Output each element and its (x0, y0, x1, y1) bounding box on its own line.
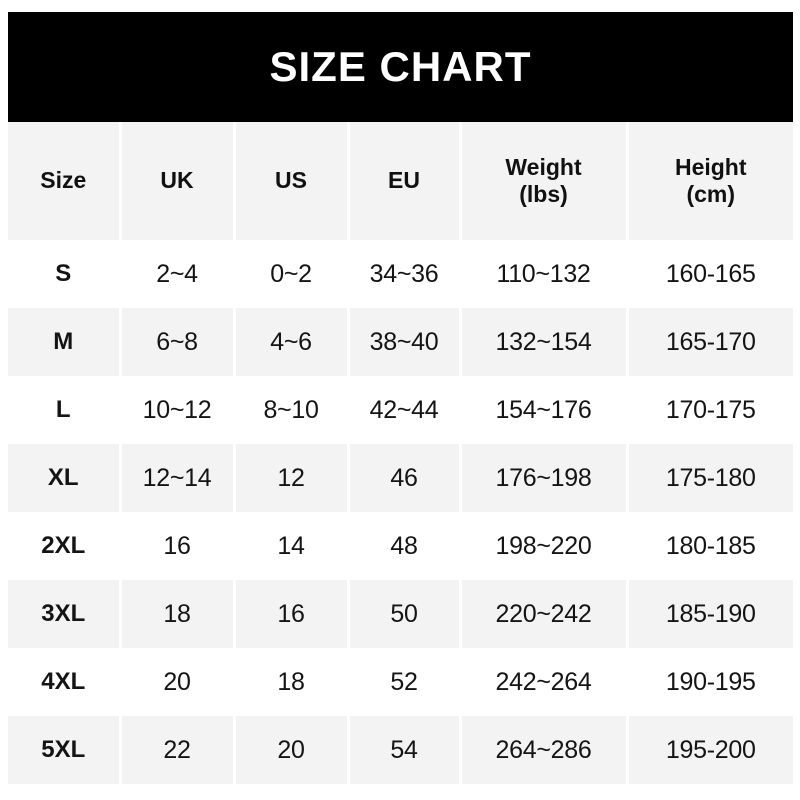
column-header-weight: Weight (lbs) (460, 122, 629, 240)
table-header: Size UK US EU Weight (lbs) (8, 122, 793, 240)
title-band: SIZE CHART (8, 12, 793, 122)
size-table-container: Size UK US EU Weight (lbs) (8, 122, 793, 785)
cell-weight: 198~220 (460, 512, 629, 580)
cell-us: 4~6 (234, 308, 350, 376)
cell-us: 8~10 (234, 376, 350, 444)
cell-height: 170-175 (627, 376, 793, 444)
table-row: 2XL 16 14 48 198~220 180-185 (8, 512, 793, 580)
cell-eu: 48 (348, 512, 462, 580)
cell-size: 4XL (8, 648, 122, 716)
cell-weight: 110~132 (460, 240, 629, 308)
cell-height: 185-190 (627, 580, 793, 648)
cell-uk: 10~12 (120, 376, 236, 444)
column-header-height-unit: (cm) (686, 181, 736, 207)
cell-us: 14 (234, 512, 350, 580)
cell-uk: 18 (120, 580, 236, 648)
cell-eu: 50 (348, 580, 462, 648)
column-header-weight-label: Weight (505, 153, 582, 180)
cell-size: S (8, 240, 122, 308)
table-row: 4XL 20 18 52 242~264 190-195 (8, 648, 793, 716)
size-table: Size UK US EU Weight (lbs) (8, 122, 793, 784)
cell-height: 165-170 (627, 308, 793, 376)
table-row: 5XL 22 20 54 264~286 195-200 (8, 716, 793, 784)
cell-us: 0~2 (234, 240, 350, 308)
column-header-eu: EU (348, 122, 462, 240)
column-header-uk-label: UK (160, 167, 194, 194)
table-row: L 10~12 8~10 42~44 154~176 170-175 (8, 376, 793, 444)
cell-size: L (8, 376, 122, 444)
header-row: Size UK US EU Weight (lbs) (8, 122, 793, 240)
cell-eu: 54 (348, 716, 462, 784)
cell-us: 12 (234, 444, 350, 512)
table-row: 3XL 18 16 50 220~242 185-190 (8, 580, 793, 648)
cell-size: 3XL (8, 580, 122, 648)
cell-height: 180-185 (627, 512, 793, 580)
cell-size: 2XL (8, 512, 122, 580)
column-header-uk: UK (120, 122, 236, 240)
cell-uk: 2~4 (120, 240, 236, 308)
table-body: S 2~4 0~2 34~36 110~132 160-165 M 6~8 4~6 38~40 13… (8, 240, 793, 784)
cell-size: 5XL (8, 716, 122, 784)
table-row: M 6~8 4~6 38~40 132~154 165-170 (8, 308, 793, 376)
column-header-us: US (234, 122, 350, 240)
cell-eu: 52 (348, 648, 462, 716)
cell-height: 160-165 (627, 240, 793, 308)
column-header-eu-label: EU (388, 167, 420, 194)
cell-weight: 264~286 (460, 716, 629, 784)
cell-weight: 176~198 (460, 444, 629, 512)
table-row: S 2~4 0~2 34~36 110~132 160-165 (8, 240, 793, 308)
column-header-height: Height (cm) (627, 122, 793, 240)
cell-eu: 34~36 (348, 240, 462, 308)
cell-eu: 38~40 (348, 308, 462, 376)
cell-uk: 6~8 (120, 308, 236, 376)
cell-weight: 242~264 (460, 648, 629, 716)
cell-eu: 42~44 (348, 376, 462, 444)
cell-weight: 154~176 (460, 376, 629, 444)
cell-uk: 16 (120, 512, 236, 580)
cell-weight: 220~242 (460, 580, 629, 648)
column-header-weight-unit: (lbs) (519, 181, 568, 207)
page-title: SIZE CHART (269, 43, 532, 90)
cell-height: 190-195 (627, 648, 793, 716)
cell-size: XL (8, 444, 122, 512)
cell-us: 16 (234, 580, 350, 648)
cell-size: M (8, 308, 122, 376)
column-header-size: Size (8, 122, 122, 240)
column-header-us-label: US (275, 167, 307, 194)
cell-us: 20 (234, 716, 350, 784)
cell-height: 195-200 (627, 716, 793, 784)
cell-height: 175-180 (627, 444, 793, 512)
cell-us: 18 (234, 648, 350, 716)
cell-uk: 20 (120, 648, 236, 716)
table-row: XL 12~14 12 46 176~198 175-180 (8, 444, 793, 512)
cell-uk: 12~14 (120, 444, 236, 512)
cell-eu: 46 (348, 444, 462, 512)
column-header-height-label: Height (674, 153, 747, 180)
cell-weight: 132~154 (460, 308, 629, 376)
cell-uk: 22 (120, 716, 236, 784)
column-header-size-label: Size (40, 167, 87, 194)
